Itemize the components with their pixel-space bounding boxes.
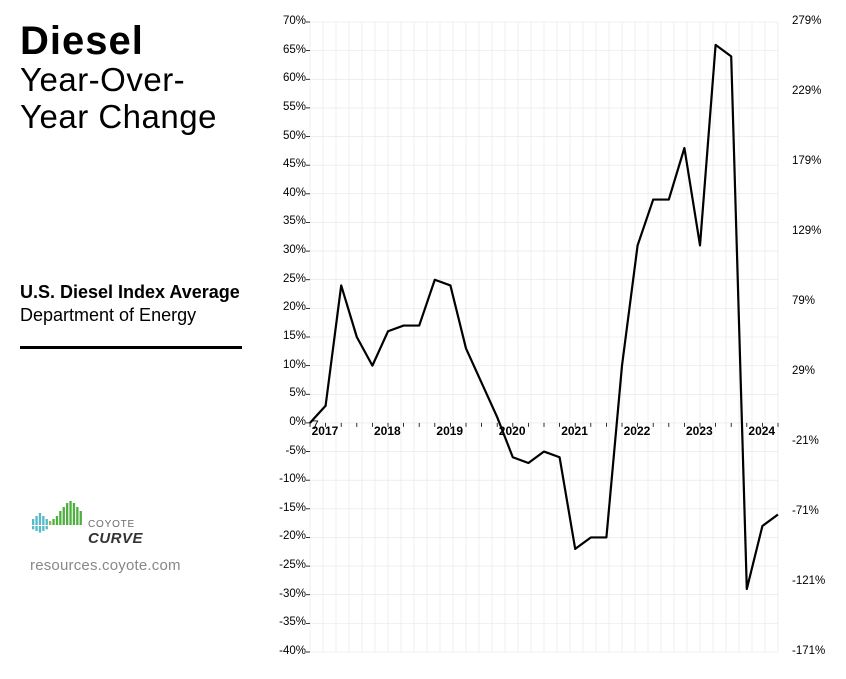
title-light-1: Year-Over- xyxy=(20,62,270,99)
y-right-label: -71% xyxy=(792,505,834,517)
x-year-label: 2020 xyxy=(499,424,526,438)
x-year-label: 2022 xyxy=(624,424,651,438)
y-left-label: -25% xyxy=(272,559,306,571)
y-left-label: 35% xyxy=(272,215,306,227)
y-left-label: 50% xyxy=(272,130,306,142)
y-left-label: -5% xyxy=(272,445,306,457)
y-right-label: -171% xyxy=(792,645,834,657)
logo-text-2: CURVE xyxy=(88,530,144,547)
x-year-label: 2019 xyxy=(436,424,463,438)
y-right-label: 179% xyxy=(792,155,834,167)
y-left-label: -30% xyxy=(272,588,306,600)
title-block: Diesel Year-Over- Year Change xyxy=(20,20,270,136)
y-left-label: -15% xyxy=(272,502,306,514)
logo-block: COYOTE CURVE resources.coyote.com xyxy=(30,499,181,574)
x-year-label: 2023 xyxy=(686,424,713,438)
y-left-label: 55% xyxy=(272,101,306,113)
y-left-label: 15% xyxy=(272,330,306,342)
title-bold: Diesel xyxy=(20,20,270,62)
y-left-label: 20% xyxy=(272,301,306,313)
subtitle-bold: U.S. Diesel Index Average xyxy=(20,281,270,304)
y-left-label: -20% xyxy=(272,530,306,542)
y-right-label: 129% xyxy=(792,225,834,237)
x-year-label: 2017 xyxy=(312,424,339,438)
logo-text-1: COYOTE xyxy=(88,519,135,530)
divider xyxy=(20,346,242,349)
y-left-label: 30% xyxy=(272,244,306,256)
y-left-label: 60% xyxy=(272,72,306,84)
y-left-label: 70% xyxy=(272,15,306,27)
x-year-label: 2021 xyxy=(561,424,588,438)
subtitle-regular: Department of Energy xyxy=(20,304,270,327)
x-year-label: 2018 xyxy=(374,424,401,438)
chart-svg xyxy=(270,18,830,658)
y-right-label: 29% xyxy=(792,365,834,377)
y-left-label: 10% xyxy=(272,359,306,371)
y-left-label: 0% xyxy=(272,416,306,428)
y-left-label: 65% xyxy=(272,44,306,56)
y-left-label: -40% xyxy=(272,645,306,657)
coyote-logo-icon: COYOTE CURVE xyxy=(30,499,170,547)
subtitle-block: U.S. Diesel Index Average Department of … xyxy=(20,281,270,328)
x-year-label: 2024 xyxy=(748,424,775,438)
chart: 70% 65% 60% 55% 50% 45% 40% 35% 30% 25% 20% 15% 10% 5… xyxy=(270,18,830,658)
y-right-label: -121% xyxy=(792,575,834,587)
y-right-label: -21% xyxy=(792,435,834,447)
y-left-label: 40% xyxy=(272,187,306,199)
y-right-label: 279% xyxy=(792,15,834,27)
title-light-2: Year Change xyxy=(20,99,270,136)
y-left-label: -35% xyxy=(272,616,306,628)
y-right-label: 79% xyxy=(792,295,834,307)
y-right-label: 229% xyxy=(792,85,834,97)
y-left-label: 45% xyxy=(272,158,306,170)
y-left-label: 25% xyxy=(272,273,306,285)
footer-url: resources.coyote.com xyxy=(30,557,181,574)
y-left-label: -10% xyxy=(272,473,306,485)
y-left-label: 5% xyxy=(272,387,306,399)
